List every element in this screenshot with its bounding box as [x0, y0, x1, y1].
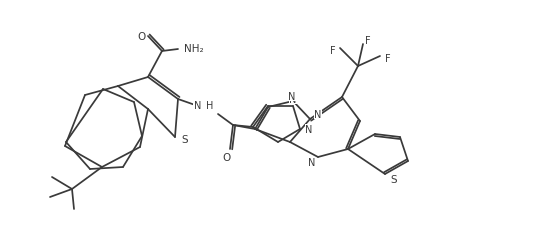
Text: NH₂: NH₂ — [184, 44, 203, 54]
Text: S: S — [181, 134, 188, 144]
Text: F: F — [365, 36, 371, 46]
Text: N: N — [288, 92, 296, 101]
Text: N: N — [308, 157, 315, 167]
Text: N: N — [314, 109, 321, 119]
Text: S: S — [390, 174, 397, 184]
Text: O: O — [223, 152, 231, 162]
Text: O: O — [138, 32, 146, 42]
Text: N: N — [305, 124, 313, 134]
Text: F: F — [385, 54, 391, 64]
Text: N: N — [289, 95, 296, 105]
Text: H: H — [206, 101, 214, 111]
Text: N: N — [194, 101, 201, 111]
Text: F: F — [330, 46, 336, 56]
